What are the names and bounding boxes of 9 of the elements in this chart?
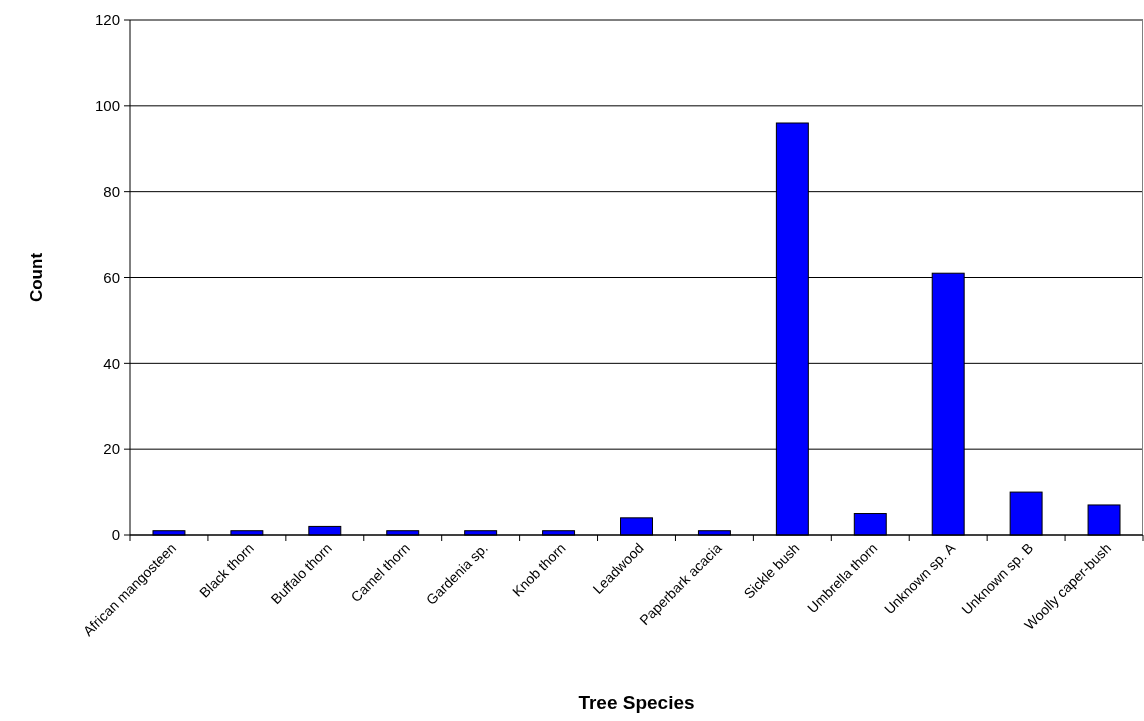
y-tick-label: 20 bbox=[103, 440, 120, 458]
y-tick-label: 40 bbox=[103, 354, 120, 372]
y-tick-label: 80 bbox=[103, 182, 120, 200]
y-tick-label: 100 bbox=[94, 97, 120, 115]
y-axis-title: Count bbox=[27, 252, 46, 303]
x-axis-title: Tree Species bbox=[578, 692, 695, 713]
y-tick-label: 60 bbox=[103, 268, 120, 286]
y-tick-label: 0 bbox=[111, 526, 120, 544]
y-tick-label: 120 bbox=[94, 11, 120, 29]
